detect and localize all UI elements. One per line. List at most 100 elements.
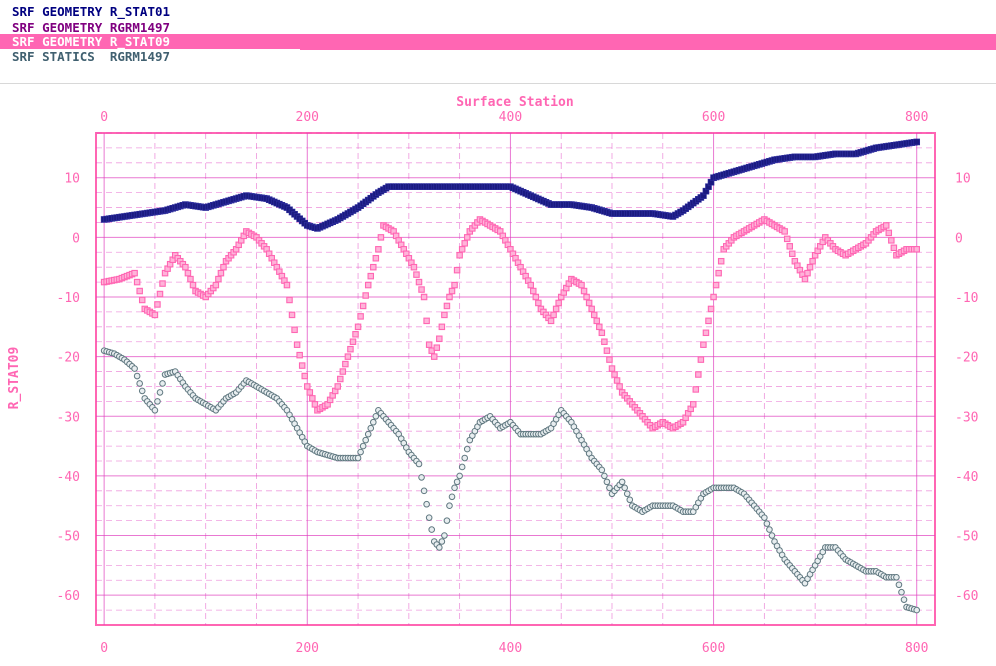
data-point bbox=[451, 281, 458, 289]
data-point bbox=[423, 317, 430, 325]
data-point bbox=[311, 401, 319, 408]
data-point bbox=[136, 380, 143, 387]
y-tick-label-left: -60 bbox=[57, 589, 80, 604]
y-tick-label-left: -30 bbox=[57, 410, 80, 425]
data-point bbox=[283, 281, 291, 289]
data-point bbox=[806, 263, 814, 271]
data-point bbox=[133, 372, 141, 380]
data-point bbox=[913, 246, 920, 253]
data-point bbox=[882, 222, 890, 229]
data-point bbox=[352, 331, 359, 338]
data-point bbox=[359, 302, 367, 310]
data-point bbox=[626, 496, 634, 504]
data-point bbox=[532, 293, 540, 301]
data-point bbox=[580, 287, 588, 295]
data-point bbox=[291, 326, 298, 334]
grid-layer bbox=[96, 132, 935, 625]
legend-item[interactable]: SRF GEOMETRY R_STAT01 bbox=[0, 4, 300, 20]
data-point bbox=[359, 442, 367, 450]
data-point bbox=[154, 301, 161, 308]
data-point bbox=[413, 271, 420, 278]
legend-panel: SRF GEOMETRY R_STAT01 SRF GEOMETRY RGRM14… bbox=[0, 0, 996, 80]
data-point bbox=[456, 472, 463, 480]
data-point bbox=[700, 341, 707, 348]
x-tick-label-bottom: 400 bbox=[499, 641, 522, 656]
data-point bbox=[464, 234, 471, 241]
y-tick-label-right: -10 bbox=[955, 291, 978, 306]
data-point bbox=[428, 526, 436, 533]
data-point bbox=[296, 351, 303, 359]
legend-item[interactable]: SRF GEOMETRY R_STAT09 bbox=[0, 34, 996, 50]
data-point bbox=[710, 293, 717, 301]
data-point bbox=[436, 544, 443, 551]
data-point bbox=[367, 424, 375, 432]
data-point bbox=[695, 371, 702, 378]
data-point bbox=[606, 484, 613, 492]
data-point bbox=[895, 581, 903, 589]
data-point bbox=[357, 313, 364, 320]
statics-chart: 0 0 200 200 400 400 600 600 800 800 10 10 0 0 -10 -10 -2… bbox=[7, 95, 978, 656]
plot-frame bbox=[95, 132, 936, 626]
data-point bbox=[588, 305, 595, 313]
data-point bbox=[131, 365, 138, 372]
data-point bbox=[438, 323, 446, 331]
data-point bbox=[138, 387, 146, 395]
data-point bbox=[763, 520, 771, 527]
data-point bbox=[354, 454, 362, 462]
data-point bbox=[418, 474, 425, 481]
y-tick-label-left: -40 bbox=[57, 470, 80, 485]
data-point bbox=[182, 263, 189, 271]
x-tick-label-top: 200 bbox=[296, 110, 319, 125]
data-point bbox=[786, 243, 793, 250]
x-tick-label-bottom: 800 bbox=[905, 641, 928, 656]
data-point bbox=[441, 532, 448, 539]
data-point bbox=[151, 407, 159, 414]
data-point bbox=[530, 287, 537, 295]
data-point bbox=[423, 500, 430, 508]
legend-item[interactable]: SRF STATICS RGRM1497 bbox=[0, 49, 300, 65]
data-point bbox=[761, 514, 768, 521]
data-point bbox=[217, 269, 225, 277]
data-point bbox=[131, 269, 138, 277]
data-point bbox=[286, 296, 293, 304]
data-point bbox=[608, 365, 616, 372]
data-point bbox=[430, 353, 438, 360]
legend-item[interactable]: SRF GEOMETRY RGRM1497 bbox=[0, 20, 300, 36]
data-point bbox=[362, 292, 369, 299]
data-point bbox=[159, 280, 166, 287]
data-point bbox=[339, 368, 347, 375]
data-point bbox=[783, 235, 791, 243]
y-tick-label-right: -60 bbox=[955, 589, 978, 604]
data-point bbox=[448, 493, 456, 501]
data-point bbox=[707, 305, 715, 313]
data-point bbox=[306, 389, 314, 396]
data-point bbox=[133, 278, 141, 286]
data-point bbox=[446, 502, 453, 510]
data-point bbox=[309, 395, 316, 402]
data-point bbox=[349, 338, 357, 345]
data-series bbox=[100, 347, 921, 614]
data-point bbox=[616, 383, 623, 390]
data-point bbox=[702, 329, 710, 337]
data-point bbox=[890, 244, 898, 252]
data-point bbox=[578, 281, 585, 289]
data-point bbox=[768, 532, 776, 539]
data-point bbox=[527, 281, 534, 289]
data-point bbox=[593, 317, 601, 325]
data-point bbox=[372, 412, 380, 420]
data-point bbox=[362, 436, 369, 444]
data-point bbox=[555, 299, 562, 307]
data-point bbox=[781, 228, 788, 235]
data-point bbox=[441, 311, 448, 319]
data-point bbox=[893, 573, 900, 581]
data-point bbox=[547, 317, 555, 325]
data-point bbox=[425, 341, 433, 348]
data-point bbox=[809, 257, 816, 265]
data-point bbox=[156, 290, 164, 298]
data-point bbox=[596, 323, 603, 331]
data-point bbox=[156, 389, 164, 396]
data-point bbox=[367, 272, 375, 280]
data-point bbox=[461, 454, 469, 462]
y-tick-label-right: 0 bbox=[955, 231, 963, 246]
data-point bbox=[453, 478, 461, 486]
